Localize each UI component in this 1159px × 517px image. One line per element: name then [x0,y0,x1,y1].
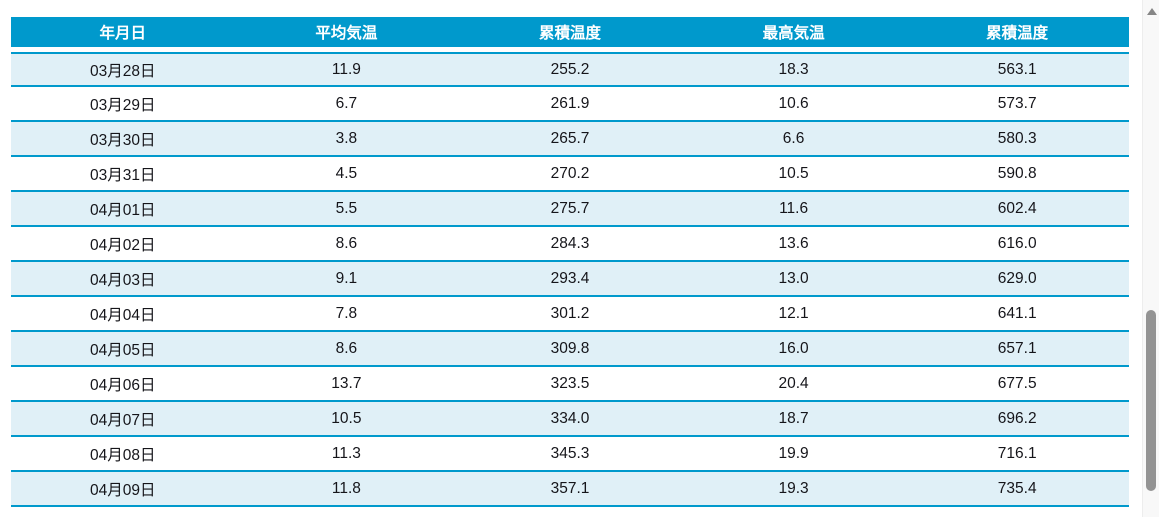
date-cell: 04月03日 [11,262,235,297]
value-cell: 284.3 [458,227,682,262]
value-cell: 357.1 [458,472,682,507]
table-row: 03月30日 3.8 265.7 6.6 580.3 [11,122,1129,157]
value-cell: 309.8 [458,332,682,367]
value-cell: 265.7 [458,122,682,157]
table-row: 04月09日 11.8 357.1 19.3 735.4 [11,472,1129,507]
value-cell: 323.5 [458,367,682,402]
value-cell: 6.7 [234,87,459,122]
value-cell: 9.1 [234,262,459,297]
value-cell: 677.5 [905,367,1129,402]
column-header: 年月日 [11,17,235,52]
temperature-table: 年月日 平均気温 累積温度 最高気温 累積温度 03月28日 11.9 255.2 18.3 5… [11,17,1129,507]
value-cell: 563.1 [905,52,1129,87]
value-cell: 19.3 [681,472,906,507]
value-cell: 16.0 [681,332,906,367]
scrollbar-thumb[interactable] [1146,310,1156,491]
date-cell: 04月06日 [11,367,235,402]
value-cell: 735.4 [905,472,1129,507]
value-cell: 13.6 [681,227,906,262]
value-cell: 3.8 [234,122,459,157]
value-cell: 629.0 [905,262,1129,297]
scroll-up-icon [1146,7,1157,15]
value-cell: 5.5 [234,192,459,227]
table-row: 04月05日 8.6 309.8 16.0 657.1 [11,332,1129,367]
value-cell: 11.6 [681,192,906,227]
date-cell: 03月28日 [11,52,235,87]
value-cell: 270.2 [458,157,682,192]
value-cell: 345.3 [458,437,682,472]
value-cell: 716.1 [905,437,1129,472]
table-row: 03月28日 11.9 255.2 18.3 563.1 [11,52,1129,87]
table-row: 04月08日 11.3 345.3 19.9 716.1 [11,437,1129,472]
date-cell: 03月30日 [11,122,235,157]
value-cell: 11.3 [234,437,459,472]
table-row: 04月03日 9.1 293.4 13.0 629.0 [11,262,1129,297]
value-cell: 20.4 [681,367,906,402]
value-cell: 10.5 [234,402,459,437]
temperature-table-container: 年月日 平均気温 累積温度 最高気温 累積温度 03月28日 11.9 255.2 18.3 5… [11,17,1129,507]
value-cell: 13.0 [681,262,906,297]
value-cell: 11.9 [234,52,459,87]
column-header: 累積温度 [905,17,1129,52]
column-header: 平均気温 [234,17,459,52]
date-cell: 04月09日 [11,472,235,507]
table-header: 年月日 平均気温 累積温度 最高気温 累積温度 [11,17,1129,52]
value-cell: 590.8 [905,157,1129,192]
value-cell: 10.5 [681,157,906,192]
value-cell: 10.6 [681,87,906,122]
value-cell: 13.7 [234,367,459,402]
value-cell: 8.6 [234,227,459,262]
value-cell: 657.1 [905,332,1129,367]
date-cell: 04月01日 [11,192,235,227]
value-cell: 19.9 [681,437,906,472]
value-cell: 8.6 [234,332,459,367]
table-row: 03月31日 4.5 270.2 10.5 590.8 [11,157,1129,192]
value-cell: 7.8 [234,297,459,332]
table-row: 04月01日 5.5 275.7 11.6 602.4 [11,192,1129,227]
table-row: 03月29日 6.7 261.9 10.6 573.7 [11,87,1129,122]
value-cell: 580.3 [905,122,1129,157]
value-cell: 641.1 [905,297,1129,332]
value-cell: 18.7 [681,402,906,437]
date-cell: 04月05日 [11,332,235,367]
table-row: 04月04日 7.8 301.2 12.1 641.1 [11,297,1129,332]
value-cell: 573.7 [905,87,1129,122]
value-cell: 334.0 [458,402,682,437]
date-cell: 03月29日 [11,87,235,122]
date-cell: 04月02日 [11,227,235,262]
value-cell: 602.4 [905,192,1129,227]
value-cell: 616.0 [905,227,1129,262]
column-header: 最高気温 [681,17,906,52]
date-cell: 04月07日 [11,402,235,437]
date-cell: 04月08日 [11,437,235,472]
value-cell: 12.1 [681,297,906,332]
value-cell: 255.2 [458,52,682,87]
vertical-scrollbar[interactable] [1142,0,1159,517]
value-cell: 18.3 [681,52,906,87]
table-row: 04月02日 8.6 284.3 13.6 616.0 [11,227,1129,262]
date-cell: 04月04日 [11,297,235,332]
value-cell: 4.5 [234,157,459,192]
value-cell: 293.4 [458,262,682,297]
table-row: 04月06日 13.7 323.5 20.4 677.5 [11,367,1129,402]
table-row: 04月07日 10.5 334.0 18.7 696.2 [11,402,1129,437]
value-cell: 261.9 [458,87,682,122]
value-cell: 696.2 [905,402,1129,437]
scroll-up-button[interactable] [1143,0,1159,22]
date-cell: 03月31日 [11,157,235,192]
value-cell: 275.7 [458,192,682,227]
column-header: 累積温度 [458,17,682,52]
table-body: 03月28日 11.9 255.2 18.3 563.1 03月29日 6.7 261.9 10… [11,52,1129,507]
header-row: 年月日 平均気温 累積温度 最高気温 累積温度 [11,17,1129,52]
value-cell: 301.2 [458,297,682,332]
value-cell: 6.6 [681,122,906,157]
value-cell: 11.8 [234,472,459,507]
